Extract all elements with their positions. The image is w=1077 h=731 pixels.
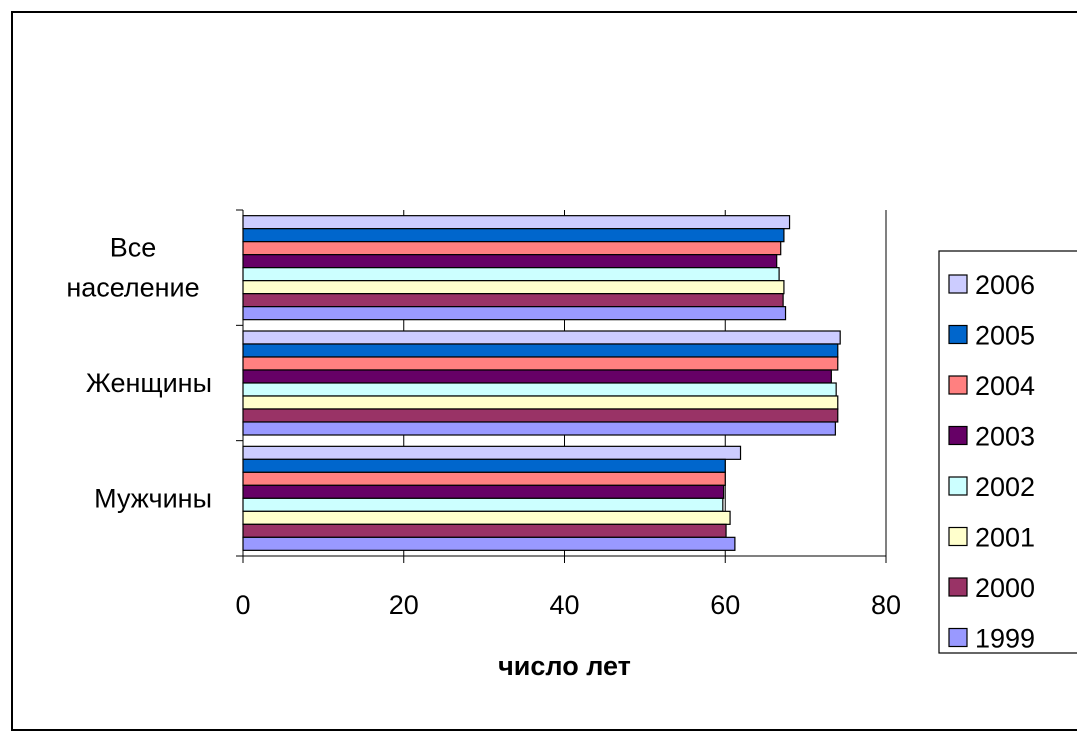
legend-swatch-1999 xyxy=(948,627,968,648)
bar-chart: 0 20 40 60 80 Все население Женщины Мужчины число… xyxy=(66,209,1077,681)
bar-2006-1 xyxy=(242,330,841,345)
legend-label-2004: 2004 xyxy=(975,371,1035,401)
legend-swatch-2000 xyxy=(948,577,968,597)
legend-label-2005: 2005 xyxy=(975,321,1035,351)
bar-2002-1 xyxy=(242,382,837,397)
x-tick-label-40: 40 xyxy=(549,590,579,620)
bar-2001-1 xyxy=(242,395,839,410)
bar-2003-2 xyxy=(242,484,725,499)
bar-1999-0 xyxy=(242,306,787,321)
bar-2000-2 xyxy=(242,523,727,538)
bar-2004-2 xyxy=(242,471,726,486)
bar-2005-1 xyxy=(242,343,839,358)
bar-2005-0 xyxy=(242,228,785,243)
bar-2003-1 xyxy=(242,369,832,384)
bar-1999-2 xyxy=(242,536,736,551)
legend-swatch-2005 xyxy=(948,324,968,345)
legend-label-2006: 2006 xyxy=(975,270,1035,300)
category-label-line: Мужчины xyxy=(94,483,212,513)
category-label: Все население xyxy=(66,233,199,303)
bar-2002-2 xyxy=(242,497,724,512)
category-label: Женщины xyxy=(86,368,212,398)
legend-label-1999: 1999 xyxy=(975,624,1035,654)
bar-2006-2 xyxy=(242,445,742,460)
x-tick-label-60: 60 xyxy=(710,590,740,620)
bar-2006-0 xyxy=(242,215,791,230)
legend-swatch-2002 xyxy=(948,476,968,496)
legend-swatch-2006 xyxy=(948,274,968,294)
category-label-line: Все xyxy=(110,233,157,263)
bar-2000-0 xyxy=(242,293,784,308)
legend-label-2001: 2001 xyxy=(975,523,1035,553)
bar-2001-2 xyxy=(242,510,731,525)
legend-swatch-2004 xyxy=(948,375,968,395)
legend-label-2000: 2000 xyxy=(975,573,1035,603)
legend-label-2002: 2002 xyxy=(975,472,1035,502)
x-tick-label-80: 80 xyxy=(871,590,901,620)
x-tick-label-0: 0 xyxy=(235,590,250,620)
category-label-line: Женщины xyxy=(86,368,212,398)
legend-swatch-2003 xyxy=(948,425,968,446)
legend-swatch-2001 xyxy=(948,526,968,547)
category-label-line: население xyxy=(66,273,199,303)
bar-2001-0 xyxy=(242,280,785,295)
x-tick-label-20: 20 xyxy=(389,590,419,620)
bar-2000-1 xyxy=(242,408,839,423)
bar-2002-0 xyxy=(242,267,780,282)
bar-2003-0 xyxy=(242,254,778,269)
bar-2004-1 xyxy=(242,356,839,371)
x-axis-title: число лет xyxy=(498,651,631,681)
bar-1999-1 xyxy=(242,421,836,436)
legend-label-2003: 2003 xyxy=(975,422,1035,452)
bar-2004-0 xyxy=(242,241,782,256)
bar-2005-2 xyxy=(242,458,726,473)
category-label: Мужчины xyxy=(94,483,212,513)
